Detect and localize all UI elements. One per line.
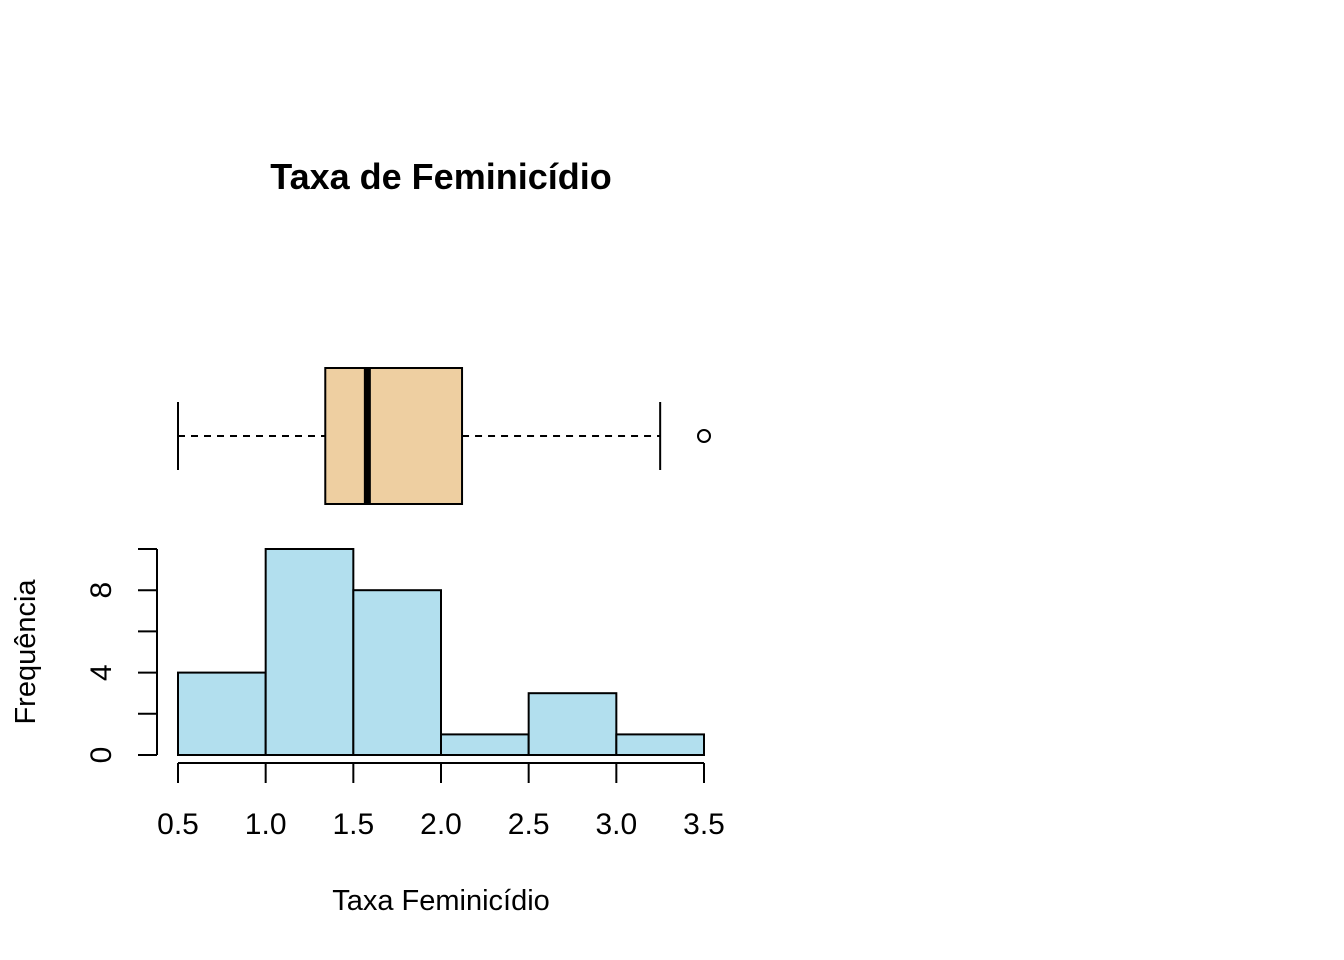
histogram-bar — [527, 692, 618, 757]
y-tick-label: 8 — [85, 582, 118, 599]
y-axis-label: Frequência — [10, 579, 42, 725]
histogram — [177, 548, 705, 757]
histogram-bar — [177, 671, 267, 756]
histogram-bar — [615, 733, 705, 757]
y-tick-label: 0 — [85, 747, 118, 764]
x-tick-label: 1.5 — [332, 808, 374, 841]
boxplot — [177, 367, 711, 505]
box-iqr — [324, 367, 464, 505]
y-axis: 0 4 8 — [85, 548, 158, 764]
x-axis: 0.5 1.0 1.5 2.0 2.5 3.0 3.5 — [157, 762, 725, 841]
chart-title: Taxa de Feminicídio — [270, 156, 611, 197]
outlier-point — [697, 429, 711, 443]
x-tick-label: 1.0 — [245, 808, 287, 841]
histogram-bar — [352, 589, 443, 757]
x-tick-label: 0.5 — [157, 808, 199, 841]
x-tick-label: 2.0 — [420, 808, 462, 841]
histogram-bar — [264, 548, 355, 756]
y-tick-label: 4 — [85, 664, 118, 681]
x-tick-label: 2.5 — [508, 808, 550, 841]
x-tick-label: 3.5 — [683, 808, 725, 841]
x-axis-label: Taxa Feminicídio — [332, 885, 550, 917]
x-tick-label: 3.0 — [595, 808, 637, 841]
histogram-bar — [440, 733, 530, 757]
